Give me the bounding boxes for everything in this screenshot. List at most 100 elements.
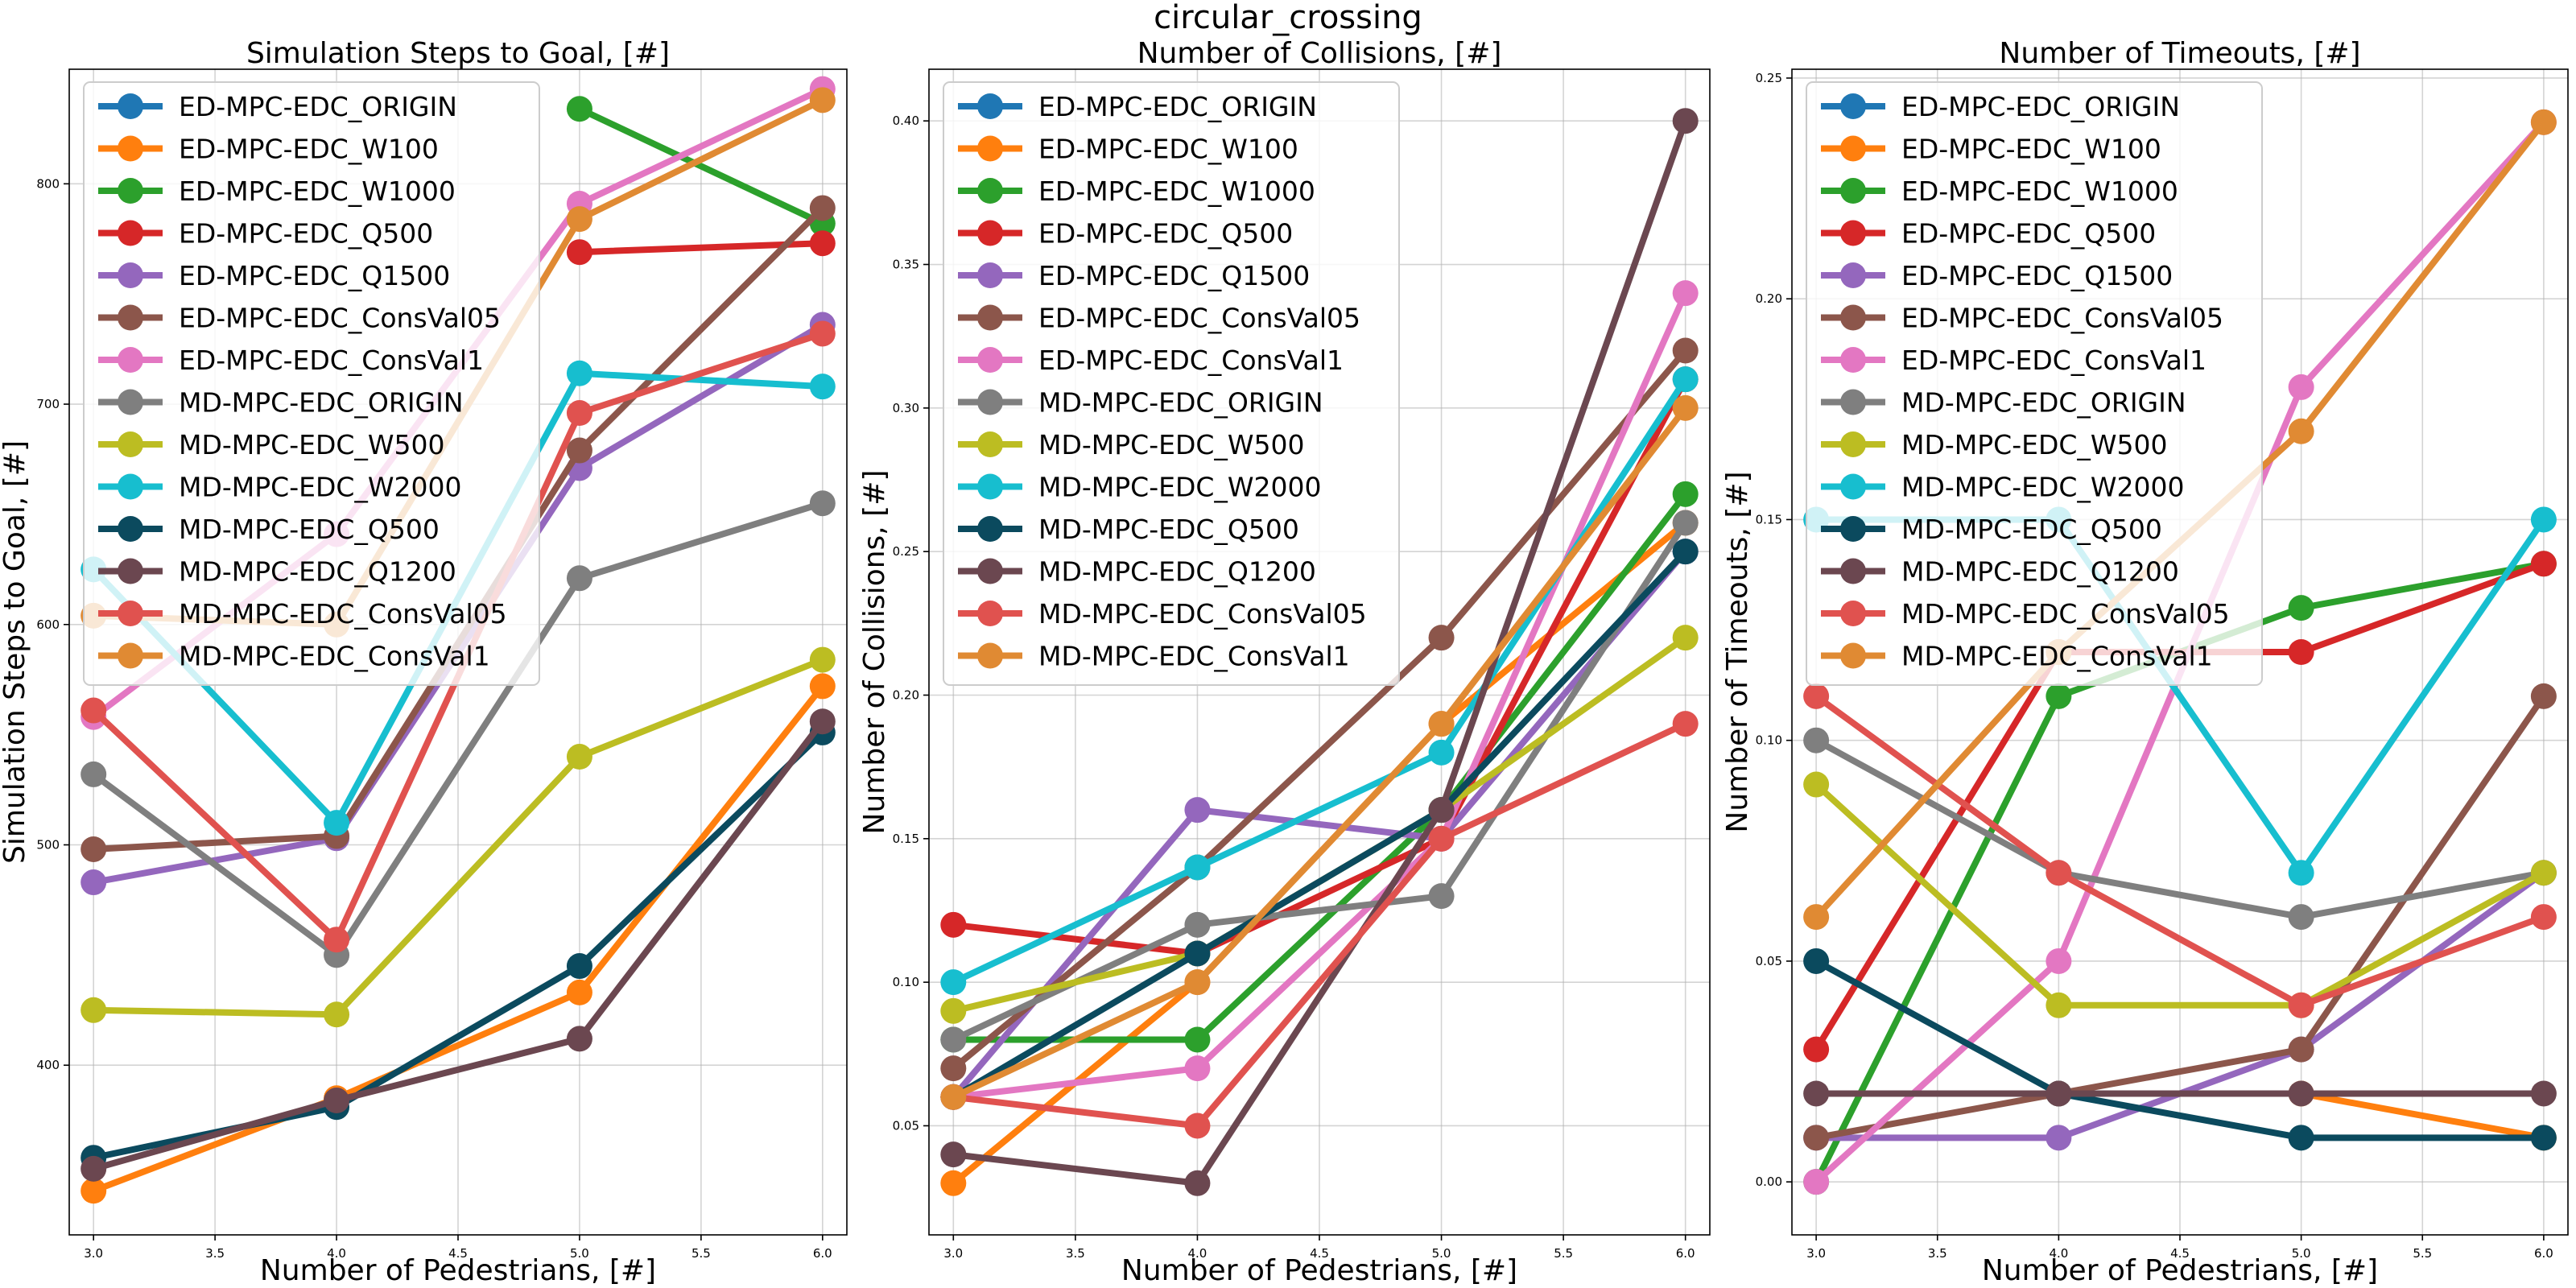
x-tick-label: 4.5 [2170, 1246, 2190, 1261]
legend-label: MD-MPC-EDC_ConsVal1 [1038, 641, 1350, 672]
legend-label: ED-MPC-EDC_Q1500 [1038, 260, 1310, 291]
x-tick-label: 3.5 [205, 1246, 225, 1261]
legend-marker [118, 473, 143, 500]
y-tick-label: 0.40 [893, 114, 919, 128]
legend-marker [118, 178, 143, 204]
x-tick-label: 4.5 [1310, 1246, 1329, 1261]
series-line [950, 548, 1689, 1100]
y-tick-label: 0.25 [1756, 71, 1782, 85]
data-point [1803, 1125, 1830, 1151]
x-axis-label: Number of Pedestrians, [#] [1982, 1254, 2378, 1287]
axes-frame [68, 68, 848, 1236]
legend-marker [977, 558, 1003, 584]
data-point [2288, 595, 2314, 621]
legend-marker [118, 135, 143, 162]
legend-marker [1840, 558, 1866, 584]
data-point [80, 869, 107, 896]
data-point [940, 997, 967, 1024]
legend-label: ED-MPC-EDC_ConsVal1 [1901, 345, 2207, 376]
data-point [2046, 1125, 2072, 1151]
data-point [1803, 947, 1830, 974]
data-point [2046, 1080, 2072, 1107]
x-axis-label: Number of Pedestrians, [#] [1121, 1254, 1517, 1287]
legend-marker [118, 304, 143, 331]
data-point [1428, 711, 1455, 737]
data-point [2530, 904, 2557, 931]
data-point [566, 437, 592, 464]
legend-label: ED-MPC-EDC_ORIGIN [1038, 91, 1317, 122]
chart-title: Simulation Steps to Goal, [#] [246, 37, 670, 70]
chart-panel-2: 3.0 3.5 4.0 4.5 5.0 5.5 6.0 0.05 0.10 0.15 0.20 0.2… [858, 37, 1711, 1287]
data-point [809, 195, 836, 221]
data-point [940, 1141, 967, 1168]
data-point [2288, 1080, 2314, 1107]
data-point [1184, 911, 1211, 938]
data-point [2530, 506, 2557, 533]
data-point [1184, 1026, 1211, 1053]
legend-marker [1840, 642, 1866, 669]
legend-label: MD-MPC-EDC_W500 [1038, 429, 1305, 460]
legend-label: MD-MPC-EDC_ConsVal05 [1901, 598, 2230, 630]
data-point [940, 911, 967, 938]
legend-label: MD-MPC-EDC_ConsVal05 [1038, 598, 1367, 630]
legend-marker [977, 347, 1003, 373]
data-point [809, 673, 836, 700]
legend-label: ED-MPC-EDC_Q1500 [1901, 260, 2173, 291]
figure-title-wrap: circular_crossing [0, 0, 2576, 35]
series-line [576, 105, 826, 227]
y-tick-label: 0.35 [893, 258, 919, 272]
data-point [1428, 625, 1455, 651]
legend-label: ED-MPC-EDC_ORIGIN [179, 91, 457, 122]
legend-label: MD-MPC-EDC_Q500 [1901, 514, 2162, 545]
legend-marker [118, 642, 143, 669]
data-point [1184, 1113, 1211, 1139]
y-tick-label: 0.15 [1756, 512, 1782, 526]
data-point [566, 1026, 592, 1052]
legend-label: MD-MPC-EDC_Q500 [1038, 514, 1299, 545]
data-point [1428, 825, 1455, 852]
y-tick-label: 600 [36, 617, 60, 632]
x-tick-label: 4.0 [327, 1246, 346, 1261]
legend-marker [977, 516, 1003, 542]
legend-marker [118, 262, 143, 288]
legend-label: ED-MPC-EDC_Q1500 [179, 260, 450, 291]
x-tick-label: 6.0 [1676, 1246, 1695, 1261]
data-point [324, 1088, 350, 1114]
legend-label: MD-MPC-EDC_W500 [179, 429, 445, 460]
legend-marker [118, 431, 143, 457]
chart-title: Number of Collisions, [#] [1137, 37, 1502, 70]
legend-marker [1840, 262, 1866, 288]
x-tick-label: 3.0 [84, 1246, 103, 1261]
series-line [950, 118, 1689, 1187]
legend-marker [118, 347, 143, 373]
data-point [80, 1178, 107, 1204]
legend-label: MD-MPC-EDC_Q500 [179, 514, 440, 545]
data-point [2530, 1125, 2557, 1151]
legend-label: MD-MPC-EDC_W500 [1901, 429, 2168, 460]
legend-marker [977, 473, 1003, 500]
data-point [2288, 1036, 2314, 1063]
legend-label: ED-MPC-EDC_W100 [1901, 134, 2161, 165]
data-point [1672, 625, 1699, 651]
x-tick-label: 3.5 [1066, 1246, 1085, 1261]
data-point [2046, 860, 2072, 886]
x-tick-label: 3.0 [1806, 1246, 1826, 1261]
data-point [80, 697, 107, 724]
legend-marker [977, 431, 1003, 457]
data-point [2288, 992, 2314, 1018]
legend-label: ED-MPC-EDC_ConsVal05 [1901, 303, 2223, 334]
legend-label: ED-MPC-EDC_ConsVal1 [179, 345, 484, 376]
legend-label: MD-MPC-EDC_W2000 [179, 472, 462, 503]
data-point [1428, 797, 1455, 824]
data-point [1803, 904, 1830, 931]
legend-marker [1840, 220, 1866, 246]
data-point [940, 1084, 967, 1110]
data-point [80, 997, 107, 1023]
legend-label: ED-MPC-EDC_ConsVal05 [1038, 303, 1360, 334]
data-point [324, 927, 350, 953]
data-point [2530, 109, 2557, 135]
data-point [1184, 940, 1211, 967]
data-point [1803, 1036, 1830, 1063]
series-line [1813, 957, 2547, 1141]
